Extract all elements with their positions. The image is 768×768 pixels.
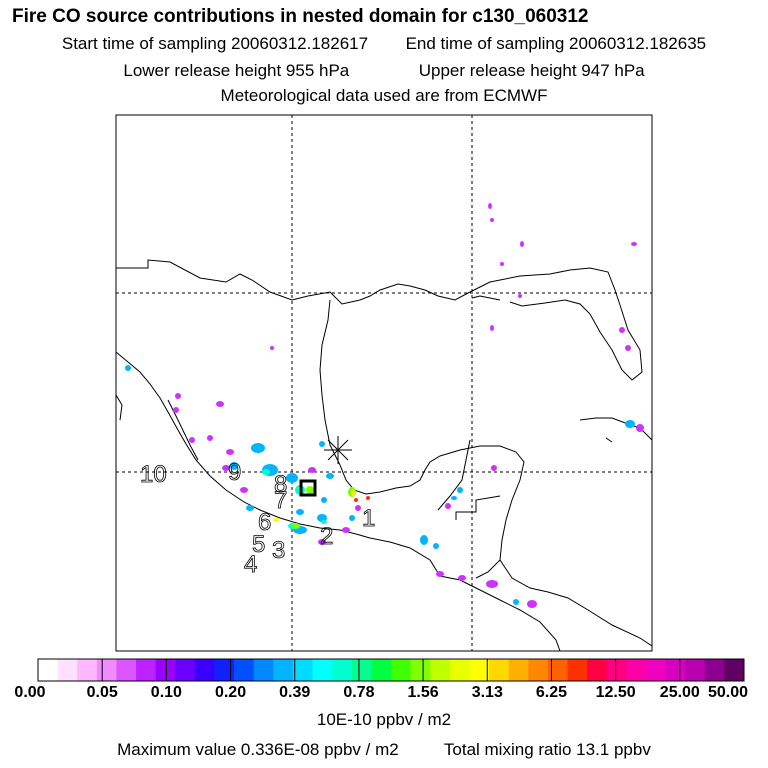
total-mixing-label: Total mixing ratio 13.1 ppbv — [443, 740, 651, 759]
colorbar-swatch — [489, 659, 510, 681]
colorbar-swatch — [587, 659, 608, 681]
colorbar-swatch — [234, 659, 255, 681]
sampling-times: Start time of sampling 20060312.182617 E… — [0, 34, 768, 54]
colorbar-frame — [37, 658, 745, 682]
colorbar-swatch — [645, 659, 667, 681]
colorbar-swatch — [77, 659, 98, 681]
colorbar-swatch — [606, 659, 627, 681]
colorbar-swatch — [547, 659, 568, 681]
colorbar-swatch — [391, 659, 412, 681]
colorbar-tick-label: 12.50 — [595, 684, 636, 701]
colorbar-tick-label: 6.25 — [535, 684, 568, 701]
release-marker — [324, 436, 352, 464]
map-label-1: 1 — [362, 505, 375, 532]
colorbar-swatch — [351, 659, 372, 681]
colorbar-tick-label: 0.00 — [14, 684, 46, 701]
colorbar-swatch — [371, 659, 392, 681]
map-number-labels: 10 9 8 7 6 5 4 3 2 1 — [140, 459, 376, 579]
plume-patches — [125, 203, 644, 608]
colorbar-tick-label: 25.00 — [659, 684, 700, 701]
colorbar-swatch — [116, 659, 137, 681]
map-label-2: 2 — [320, 523, 333, 550]
colorbar-swatch — [469, 659, 490, 681]
colorbar-swatch — [332, 659, 353, 681]
map-label-10: 10 — [140, 461, 167, 488]
colorbar-tick-label: 1.56 — [407, 684, 439, 701]
colorbar — [37, 658, 745, 682]
release-heights: Lower release height 955 hPa Upper relea… — [0, 61, 768, 81]
colorbar-swatch — [626, 659, 647, 681]
map-label-3: 3 — [272, 537, 285, 564]
map-label-7: 7 — [274, 487, 287, 514]
colorbar-swatch — [214, 659, 235, 681]
map-label-9: 9 — [228, 459, 241, 486]
colorbar-swatch — [194, 659, 215, 681]
colorbar-swatch — [567, 659, 588, 681]
colorbar-swatch — [155, 659, 176, 681]
max-value-label: Maximum value 0.336E-08 ppbv / m2 — [117, 740, 399, 759]
map-label-8: 8 — [274, 471, 287, 498]
colorbar-swatch — [528, 659, 549, 681]
colorbar-swatch — [175, 659, 196, 681]
plot-title: Fire CO source contributions in nested d… — [12, 6, 589, 27]
colorbar-tick-label: 0.78 — [343, 684, 375, 701]
lower-height-label: Lower release height 955 hPa — [123, 61, 350, 80]
colorbar-tick-label: 0.05 — [86, 684, 118, 701]
colorbar-units: 10E-10 ppbv / m2 — [316, 710, 452, 729]
colorbar-tick-label: 0.20 — [214, 684, 247, 701]
colorbar-swatch — [38, 659, 59, 681]
colorbar-swatch — [292, 659, 314, 681]
colorbar-swatch — [253, 659, 274, 681]
colorbar-tick-label: 0.39 — [279, 684, 311, 701]
colorbar-swatch — [136, 659, 157, 681]
colorbar-swatch — [724, 659, 745, 681]
colorbar-tick-label: 0.10 — [150, 684, 182, 701]
colorbar-swatch — [665, 659, 686, 681]
colorbar-swatch — [704, 659, 725, 681]
colorbar-swatch — [410, 659, 431, 681]
receptor-box — [299, 479, 317, 497]
colorbar-swatch — [508, 659, 529, 681]
footer-stats: Maximum value 0.336E-08 ppbv / m2 Total … — [0, 740, 768, 760]
start-time-label: Start time of sampling 20060312.182617 — [61, 34, 369, 53]
map-label-4: 4 — [244, 551, 257, 578]
colorbar-tick-label: 50.00 — [707, 684, 749, 701]
colorbar-swatch — [96, 659, 117, 681]
colorbar-swatch — [312, 659, 333, 681]
map-label-5: 5 — [252, 531, 265, 558]
end-time-label: End time of sampling 20060312.182635 — [405, 34, 707, 53]
colorbar-swatch — [273, 659, 294, 681]
map-frame — [115, 114, 653, 652]
grid-lines — [116, 115, 652, 651]
colorbar-swatch — [57, 659, 78, 681]
upper-height-label: Upper release height 947 hPa — [418, 61, 645, 80]
map-label-6: 6 — [258, 509, 271, 536]
colorbar-tick-label: 3.13 — [471, 684, 503, 701]
colorbar-swatch — [430, 659, 451, 681]
colorbar-swatch — [449, 659, 470, 681]
colorbar-swatch — [685, 659, 706, 681]
met-data-label: Meteorological data used are from ECMWF — [220, 86, 548, 105]
